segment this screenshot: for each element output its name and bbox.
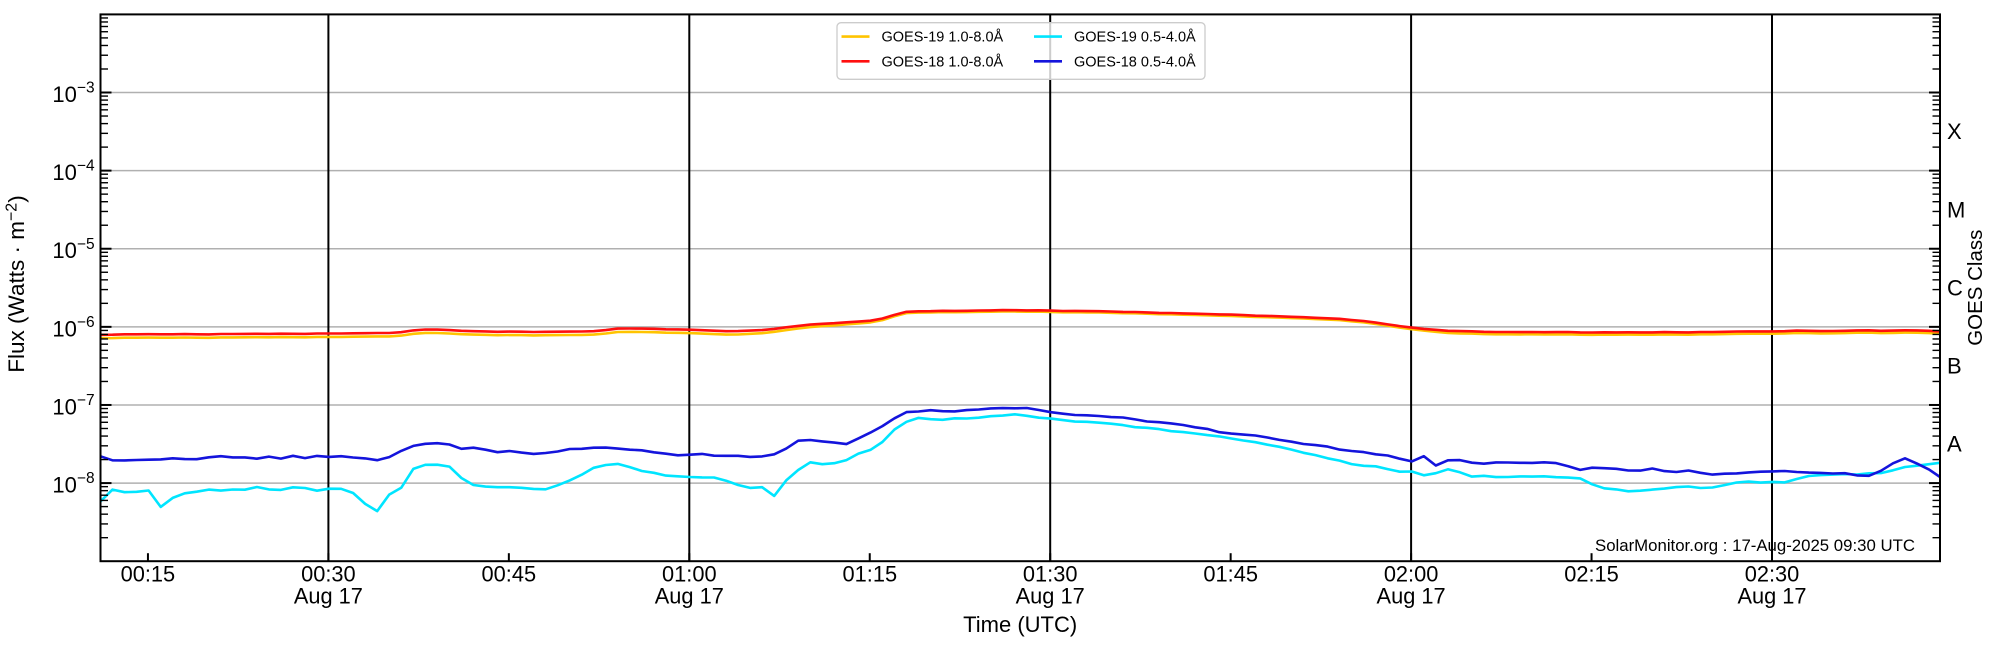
svg-text:01:45: 01:45: [1203, 562, 1258, 587]
svg-text:GOES-18 1.0-8.0Å: GOES-18 1.0-8.0Å: [882, 53, 1004, 70]
svg-text:01:00: 01:00: [662, 562, 717, 587]
svg-text:02:00: 02:00: [1384, 562, 1439, 587]
svg-text:02:30: 02:30: [1745, 562, 1800, 587]
svg-text:Aug 17: Aug 17: [1377, 584, 1446, 609]
svg-text:Aug 17: Aug 17: [1737, 584, 1806, 609]
svg-text:01:15: 01:15: [843, 562, 898, 587]
svg-text:GOES-18 0.5-4.0Å: GOES-18 0.5-4.0Å: [1074, 53, 1196, 70]
svg-text:02:15: 02:15: [1564, 562, 1619, 587]
svg-text:B: B: [1947, 354, 1962, 379]
svg-text:Aug 17: Aug 17: [1016, 584, 1085, 609]
svg-text:Time (UTC): Time (UTC): [963, 612, 1077, 637]
svg-text:01:30: 01:30: [1023, 562, 1078, 587]
svg-text:00:15: 00:15: [121, 562, 176, 587]
svg-text:10−6: 10−6: [52, 314, 94, 341]
svg-text:GOES Class: GOES Class: [1964, 230, 1987, 346]
svg-text:Aug 17: Aug 17: [294, 584, 363, 609]
svg-text:X: X: [1947, 119, 1962, 144]
svg-text:00:45: 00:45: [482, 562, 537, 587]
svg-text:00:30: 00:30: [301, 562, 356, 587]
svg-text:C: C: [1947, 275, 1963, 300]
svg-text:M: M: [1947, 197, 1965, 222]
svg-text:GOES-19 0.5-4.0Å: GOES-19 0.5-4.0Å: [1074, 29, 1196, 46]
svg-text:SolarMonitor.org : 17-Aug-2025: SolarMonitor.org : 17-Aug-2025 09:30 UTC: [1595, 536, 1915, 555]
svg-text:GOES-19 1.0-8.0Å: GOES-19 1.0-8.0Å: [882, 29, 1004, 46]
svg-text:A: A: [1947, 432, 1962, 457]
svg-text:Aug 17: Aug 17: [655, 584, 724, 609]
svg-text:Flux (Watts · m−2): Flux (Watts · m−2): [4, 195, 30, 372]
